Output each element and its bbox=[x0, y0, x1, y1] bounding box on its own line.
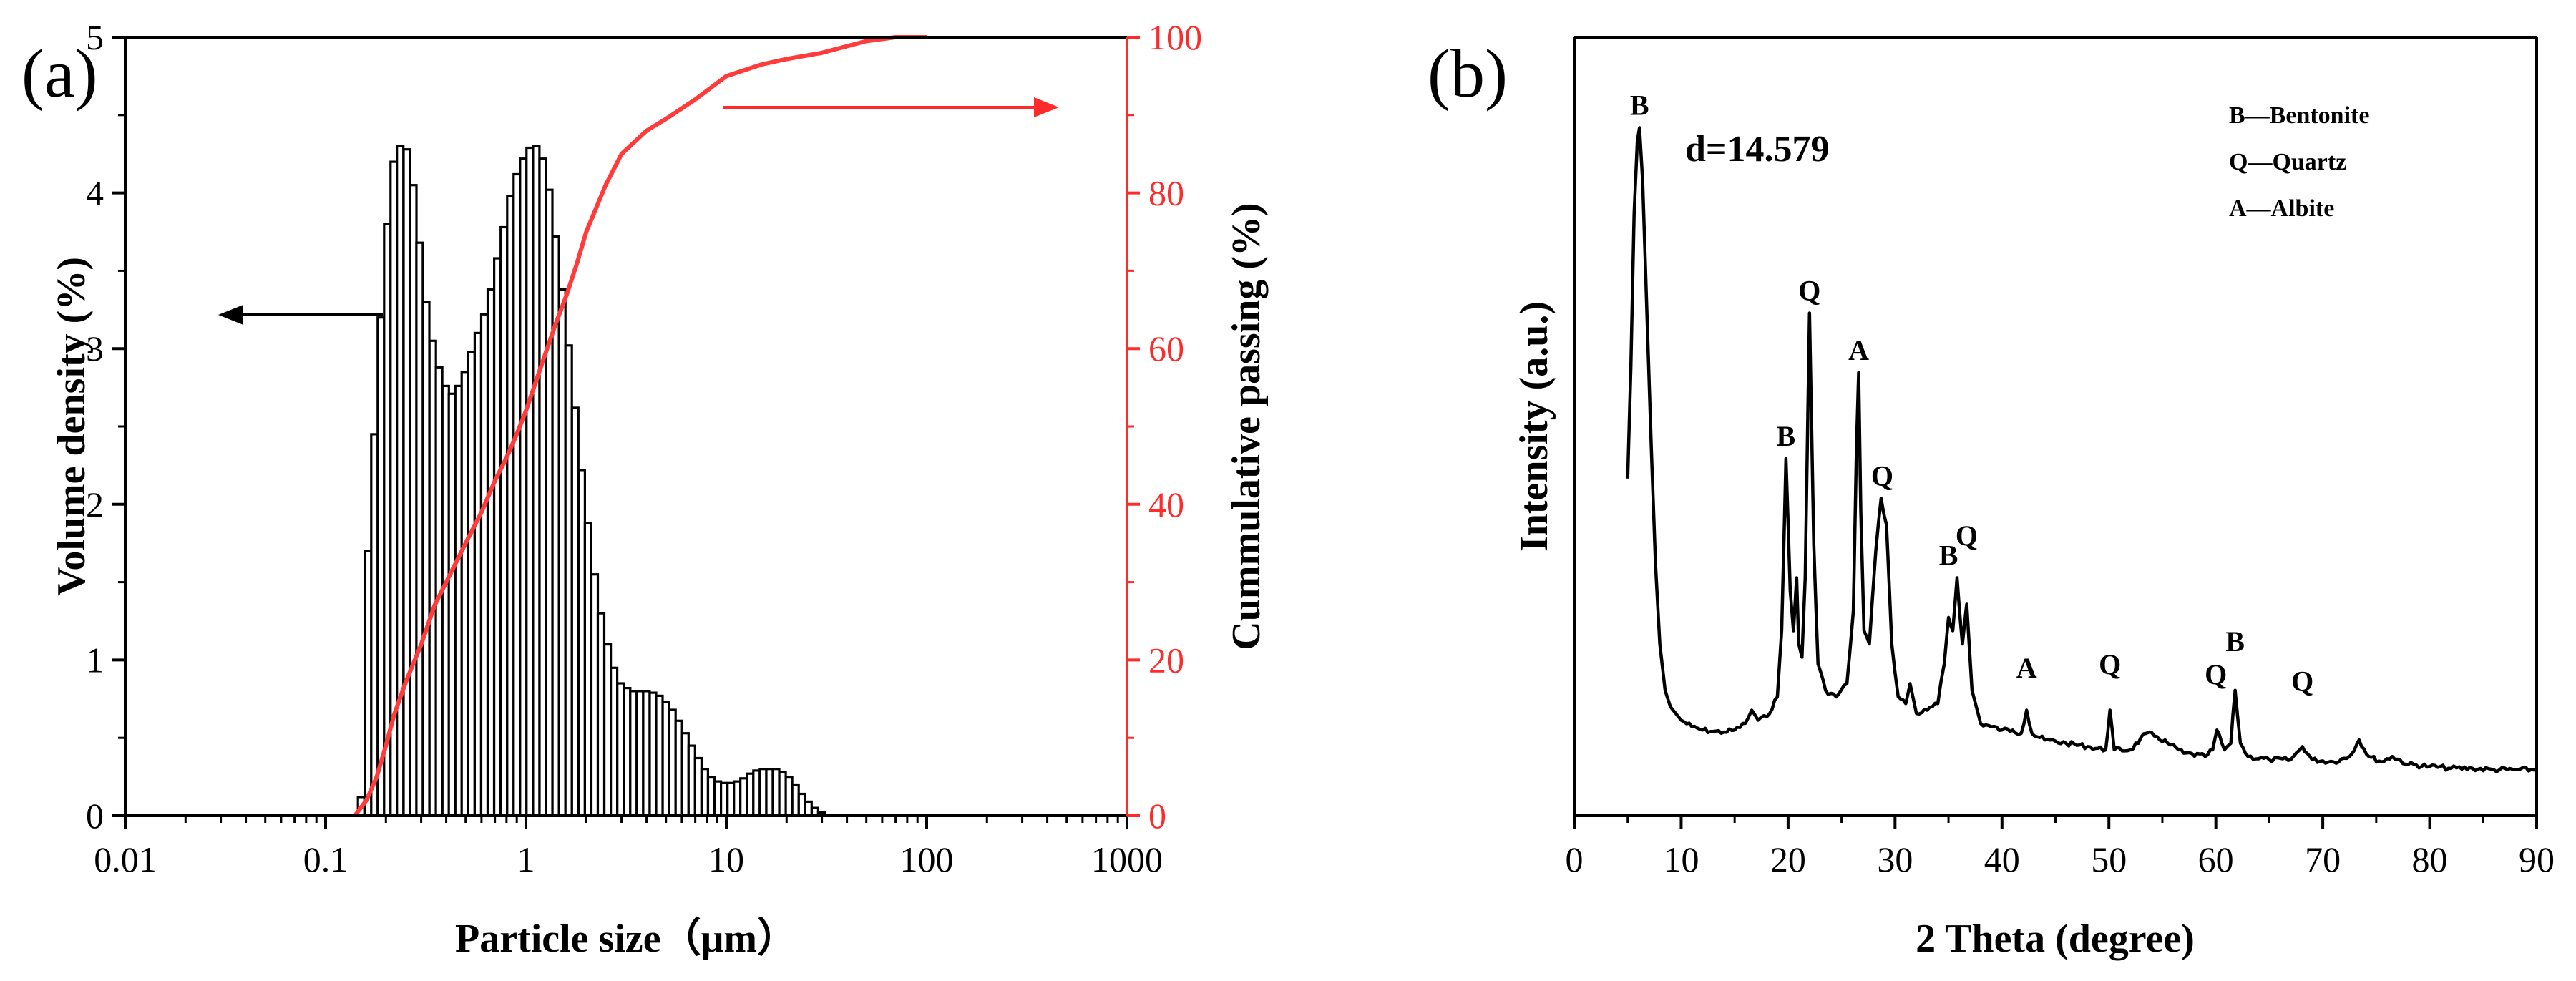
y-tick-label: 3 bbox=[86, 328, 104, 369]
y-tick-label: 2 bbox=[86, 484, 104, 524]
x-tick-label: 100 bbox=[900, 839, 954, 879]
peak-label: B bbox=[1777, 420, 1796, 452]
x-axis-title: 2 Theta (degree) bbox=[1916, 917, 2195, 961]
peak-label: B bbox=[2225, 625, 2245, 658]
peak-label: Q bbox=[2291, 665, 2313, 697]
x-axis-title: Particle size（μm） bbox=[455, 916, 797, 961]
peak-label: A bbox=[2016, 652, 2037, 684]
arrow-left-to-volume-axis bbox=[218, 305, 383, 325]
y-tick-label: 0 bbox=[86, 796, 104, 836]
x-tick-label: 10 bbox=[708, 839, 744, 879]
y2-tick-label: 40 bbox=[1148, 484, 1184, 524]
panel-a: (a) 0.01 0.1 1 10 100 1000 0 1 2 3 4 5 0 20 40 60 80 10… bbox=[21, 17, 1269, 961]
x-tick-label: 10 bbox=[1663, 839, 1699, 879]
peak-label: A bbox=[1848, 334, 1869, 366]
peak-label: Q bbox=[2099, 648, 2121, 680]
y-axis-title: Volume density (%) bbox=[49, 257, 94, 596]
y-ticks: 0 1 2 3 4 5 bbox=[86, 17, 125, 836]
y2-tick-label: 60 bbox=[1148, 328, 1184, 369]
legend-item-albite: A—Albite bbox=[2229, 195, 2334, 222]
y-tick-label: 4 bbox=[86, 173, 104, 213]
arrow-right-to-cumulative-axis bbox=[723, 97, 1059, 117]
x-tick-label: 50 bbox=[2091, 839, 2127, 879]
y2-tick-label: 100 bbox=[1148, 17, 1202, 57]
legend-item-bentonite: B—Bentonite bbox=[2229, 102, 2369, 129]
y-axis-title: Intensity (a.u.) bbox=[1512, 301, 1556, 552]
x-ticks: 0.01 0.1 1 10 100 1000 bbox=[94, 816, 1163, 879]
x-tick-label: 70 bbox=[2305, 839, 2341, 879]
peak-label: Q bbox=[2205, 658, 2227, 690]
legend-item-quartz: Q—Quartz bbox=[2229, 149, 2346, 175]
x-tick-label: 0.01 bbox=[94, 839, 157, 879]
peak-label: Q bbox=[1871, 460, 1893, 492]
d-spacing-annotation: d=14.579 bbox=[1685, 129, 1830, 170]
x-tick-label: 0.1 bbox=[303, 839, 348, 879]
x-tick-label: 30 bbox=[1877, 839, 1913, 879]
x-tick-label: 80 bbox=[2412, 839, 2448, 879]
cumulative-passing-curve bbox=[353, 35, 927, 817]
x-tick-label: 20 bbox=[1770, 839, 1806, 879]
y2-tick-label: 0 bbox=[1148, 796, 1166, 836]
y-tick-label: 5 bbox=[86, 17, 104, 57]
panel-a-label: (a) bbox=[21, 35, 98, 112]
panel-b-label: (b) bbox=[1428, 35, 1508, 112]
y2-ticks: 0 20 40 60 80 100 bbox=[1127, 17, 1202, 836]
peak-label: B bbox=[1939, 540, 1958, 572]
x-tick-label: 0 bbox=[1566, 839, 1584, 879]
x-tick-label: 40 bbox=[1984, 839, 2020, 879]
y2-tick-label: 20 bbox=[1148, 640, 1184, 680]
xrd-pattern-line bbox=[1626, 126, 2537, 773]
legend: B—Bentonite Q—Quartz A—Albite bbox=[2229, 102, 2369, 222]
volume-density-bars bbox=[356, 145, 826, 817]
y-tick-label: 1 bbox=[86, 640, 104, 680]
x-tick-label: 90 bbox=[2519, 839, 2555, 879]
x-ticks: 0 10 20 30 40 50 60 70 80 90 bbox=[1566, 816, 2555, 879]
peak-label: Q bbox=[1798, 275, 1820, 307]
x-tick-label: 1000 bbox=[1091, 839, 1163, 879]
histogram-bar bbox=[396, 145, 405, 817]
y2-axis-title: Cummulative passing (%) bbox=[1224, 202, 1269, 650]
peak-label: Q bbox=[1956, 519, 1978, 552]
y2-tick-label: 80 bbox=[1148, 173, 1184, 213]
peak-label: B bbox=[1630, 89, 1649, 122]
x-tick-label: 1 bbox=[517, 839, 535, 879]
x-tick-label: 60 bbox=[2198, 839, 2234, 879]
